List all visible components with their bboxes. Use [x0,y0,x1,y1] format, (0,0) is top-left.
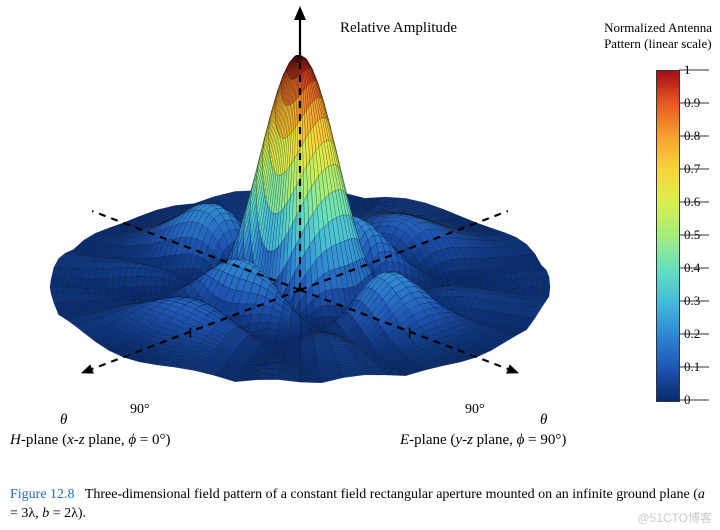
colorbar-title-line2: Pattern (linear scale) [604,36,712,51]
surface-plot-svg [0,0,720,460]
z-axis-label: Relative Amplitude [340,20,457,37]
colorbar-title: Normalized Antenna Pattern (linear scale… [604,20,712,51]
caption-text: Three-dimensional field pattern of a con… [10,487,705,521]
theta-symbol-left: θ [60,412,67,429]
colorbar-title-line1: Normalized Antenna [604,20,712,35]
e-plane-label: E-plane (y-z plane, ϕ = 90°) [400,432,566,449]
colorbar-ticks: 00.10.20.30.40.50.60.70.80.91 [684,70,714,400]
watermark: @51CTO博客 [637,509,712,526]
plot-area [0,0,720,460]
theta-symbol-right: θ [540,412,547,429]
theta-90-right: 90° [465,402,485,418]
h-plane-label: H-plane (x-z plane, ϕ = 0°) [10,432,171,449]
colorbar [656,70,680,402]
figure-number: Figure 12.8 [10,487,75,502]
figure-caption: Figure 12.8 Three-dimensional field patt… [10,486,710,524]
theta-90-left: 90° [130,402,150,418]
